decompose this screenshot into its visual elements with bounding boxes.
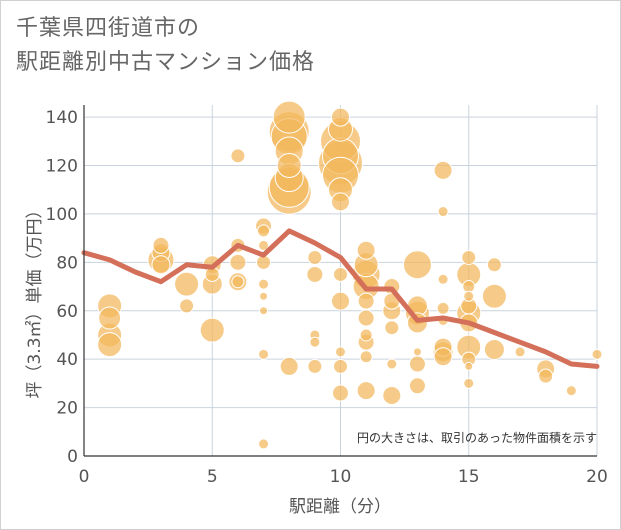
bubble-layer: [97, 100, 603, 450]
scatter-point: [408, 355, 426, 373]
scatter-point: [463, 290, 475, 302]
scatter-point: [356, 240, 376, 260]
scatter-point: [357, 292, 375, 310]
scatter-point: [591, 348, 603, 360]
scatter-point: [514, 346, 526, 358]
scatter-point: [357, 309, 375, 327]
scatter-point: [433, 347, 453, 367]
x-tick-label: 10: [330, 467, 352, 487]
y-tick-label: 120: [46, 157, 78, 177]
scatter-point: [331, 291, 350, 311]
scatter-point: [463, 377, 475, 389]
chart-title: 千葉県四街道市の 駅距離別中古マンション価格: [16, 12, 315, 80]
scatter-point: [565, 385, 577, 397]
scatter-point: [433, 160, 453, 180]
scatter-point: [152, 236, 170, 254]
scatter-point: [258, 239, 270, 251]
scatter-point: [333, 266, 348, 282]
scatter-point: [231, 275, 245, 289]
chart-title-line-2: 駅距離別中古マンション価格: [16, 50, 316, 75]
scatter-point: [384, 320, 400, 336]
y-tick-label: 80: [56, 253, 78, 273]
size-annotation: 円の大きさは、取引のあった物件面積を示す: [357, 430, 597, 445]
scatter-point: [408, 377, 426, 395]
scatter-point: [309, 336, 321, 348]
scatter-point: [437, 206, 449, 218]
y-tick-label: 40: [56, 350, 78, 370]
scatter-point: [307, 250, 323, 266]
scatter-point: [229, 253, 247, 271]
y-axis-label: 坪（3.3㎡）単価（万円）: [25, 201, 45, 398]
scatter-point: [356, 381, 376, 401]
scatter-point: [483, 338, 505, 360]
scatter-point: [279, 356, 299, 376]
scatter-point: [151, 255, 171, 275]
x-tick-label: 5: [207, 467, 218, 487]
scatter-point: [259, 291, 269, 301]
scatter-point: [331, 107, 350, 127]
scatter-point: [412, 347, 422, 357]
scatter-point: [199, 317, 225, 343]
scatter-point: [258, 348, 270, 360]
scatter-point: [437, 273, 449, 285]
scatter-point: [333, 358, 348, 374]
x-tick-label: 20: [586, 467, 608, 487]
scatter-point: [359, 350, 373, 364]
scatter-point: [538, 368, 554, 384]
scatter-point: [359, 328, 373, 342]
trend-line: [81, 228, 600, 369]
x-tick-label: 15: [458, 467, 480, 487]
scatter-point: [332, 384, 349, 402]
scatter-point: [272, 100, 306, 134]
y-tick-label: 20: [56, 399, 78, 419]
x-tick-label: 0: [79, 467, 90, 487]
scatter-point: [306, 265, 324, 283]
scatter-point: [331, 192, 350, 212]
tick-labels: 0 20 40 60 80 100 120 140 0 5 10 15 20: [46, 108, 608, 487]
scatter-point: [335, 346, 346, 358]
scatter-point: [98, 306, 122, 330]
axes: [83, 105, 597, 457]
scatter-point: [461, 250, 477, 266]
scatter-point: [382, 385, 402, 405]
scatter-point: [276, 153, 302, 179]
scatter-point: [258, 438, 270, 450]
scatter-point: [436, 301, 450, 315]
y-tick-label: 0: [67, 447, 78, 467]
y-tick-label: 140: [46, 108, 78, 128]
scatter-point: [257, 224, 271, 238]
scatter-point: [486, 257, 502, 273]
scatter-point: [307, 358, 323, 374]
trend-layer: [81, 228, 600, 369]
scatter-point: [230, 148, 246, 164]
scatter-point: [174, 271, 200, 297]
scatter-point: [386, 358, 398, 370]
scatter-point: [258, 278, 270, 290]
scatter-point: [402, 250, 432, 280]
scatter-point: [464, 361, 474, 371]
scatter-point: [481, 283, 507, 309]
y-tick-label: 100: [46, 205, 78, 225]
x-axis-label: 駅距離（分）: [289, 497, 391, 517]
scatter-point: [179, 298, 195, 314]
scatter-point: [259, 306, 269, 316]
scatter-point: [97, 332, 123, 358]
y-tick-label: 60: [56, 302, 78, 322]
chart-title-line-1: 千葉県四街道市の: [16, 16, 201, 41]
